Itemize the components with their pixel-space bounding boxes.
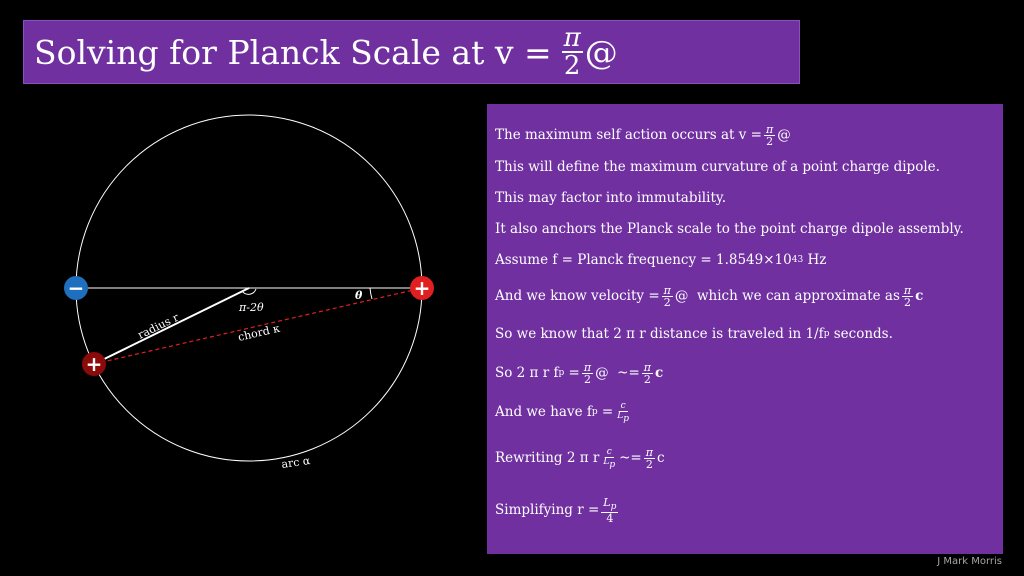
theta-arc: [369, 287, 373, 300]
title-frac-num: π: [561, 23, 583, 53]
slide-title: Solving for Planck Scale at v =: [34, 32, 552, 72]
dipole-diagram: − + + π-2θ θ radius r chord κ arc α: [64, 114, 434, 471]
line-max-curvature: This will define the maximum curvature o…: [495, 159, 940, 175]
title-suffix: @: [584, 32, 618, 72]
positive-charge-icon: [82, 352, 106, 376]
positive-charge-icon: [410, 276, 434, 300]
left-charge-sign: −: [68, 276, 85, 300]
chord-label: chord κ: [237, 322, 281, 344]
line-anchors-planck: It also anchors the Planck scale to the …: [495, 221, 964, 237]
line-simplifying: Simplifying r = Lp 4: [495, 496, 619, 526]
line-planck-frequency: Assume f = Planck frequency = 1.8549×10 4…: [495, 252, 827, 268]
author-credit: J Mark Morris: [937, 556, 1002, 567]
title-banner: Solving for Planck Scale at v = π 2 @: [23, 20, 800, 84]
chord-line: [93, 287, 423, 365]
lower-charge-sign: +: [86, 352, 103, 376]
center-angle-arc: [241, 288, 257, 295]
title-fraction: π 2 @: [560, 25, 618, 79]
arc-label: arc α: [281, 454, 312, 471]
lower-charge: +: [82, 352, 106, 376]
radius-label: radius r: [136, 310, 182, 341]
title-frac-den: 2: [563, 51, 581, 81]
line-distance-traveled: So we know that 2 π r distance is travel…: [495, 326, 893, 342]
center-angle-label: π-2θ: [238, 301, 264, 314]
left-charge: −: [64, 276, 88, 300]
theta-label: θ: [355, 289, 363, 302]
right-charge: +: [410, 276, 434, 300]
radius-line: [93, 287, 250, 365]
negative-charge-icon: [64, 276, 88, 300]
line-immutability: This may factor into immutability.: [495, 190, 726, 206]
right-charge-sign: +: [414, 276, 431, 300]
